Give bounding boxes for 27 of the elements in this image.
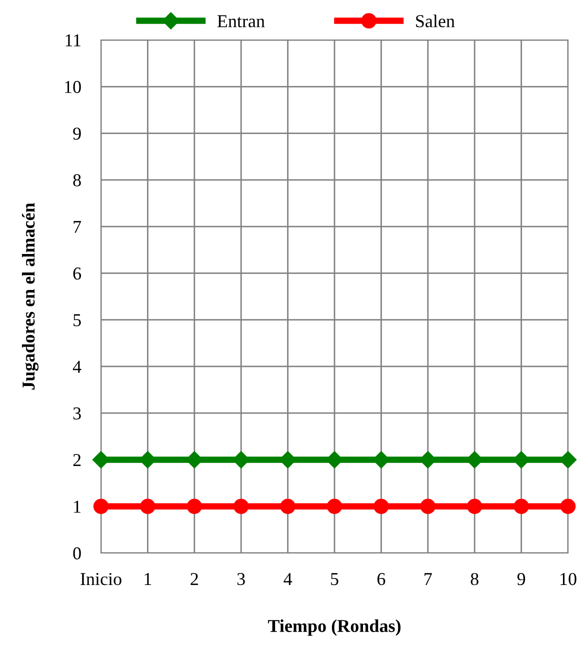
- y-tick-label: 1: [74, 500, 80, 513]
- y-tick-label: 6: [73, 267, 82, 280]
- legend-label: Entran: [217, 15, 265, 28]
- x-tick-label: Inicio: [80, 573, 122, 586]
- y-tick-label: 8: [73, 174, 81, 186]
- x-tick-label: 6: [377, 573, 386, 586]
- x-axis-title: Tiempo (Rondas): [268, 619, 401, 636]
- y-tick-label: 10: [65, 80, 81, 94]
- x-tick-label: 7: [424, 573, 432, 585]
- x-tick-label: 10: [560, 572, 576, 586]
- y-tick-label: 4: [72, 360, 82, 373]
- y-tick-label: 11: [66, 34, 80, 46]
- legend-label: Salen: [416, 14, 455, 28]
- y-tick-label: 0: [73, 547, 81, 560]
- x-tick-label: 8: [470, 572, 478, 586]
- y-axis-title: Jugadores en el almacén: [22, 202, 38, 390]
- y-tick-label: 3: [73, 407, 81, 420]
- y-tick-label: 2: [73, 454, 81, 466]
- y-tick-label: 7: [74, 220, 82, 233]
- x-tick-label: 9: [517, 573, 526, 586]
- x-tick-label: 2: [190, 573, 198, 585]
- x-tick-label: 5: [331, 573, 338, 586]
- y-tick-label: 5: [74, 314, 81, 326]
- x-tick-label: 3: [237, 573, 245, 586]
- y-tick-label: 9: [73, 128, 81, 140]
- x-tick-label: 4: [284, 573, 292, 585]
- x-tick-label: 1: [144, 573, 152, 585]
